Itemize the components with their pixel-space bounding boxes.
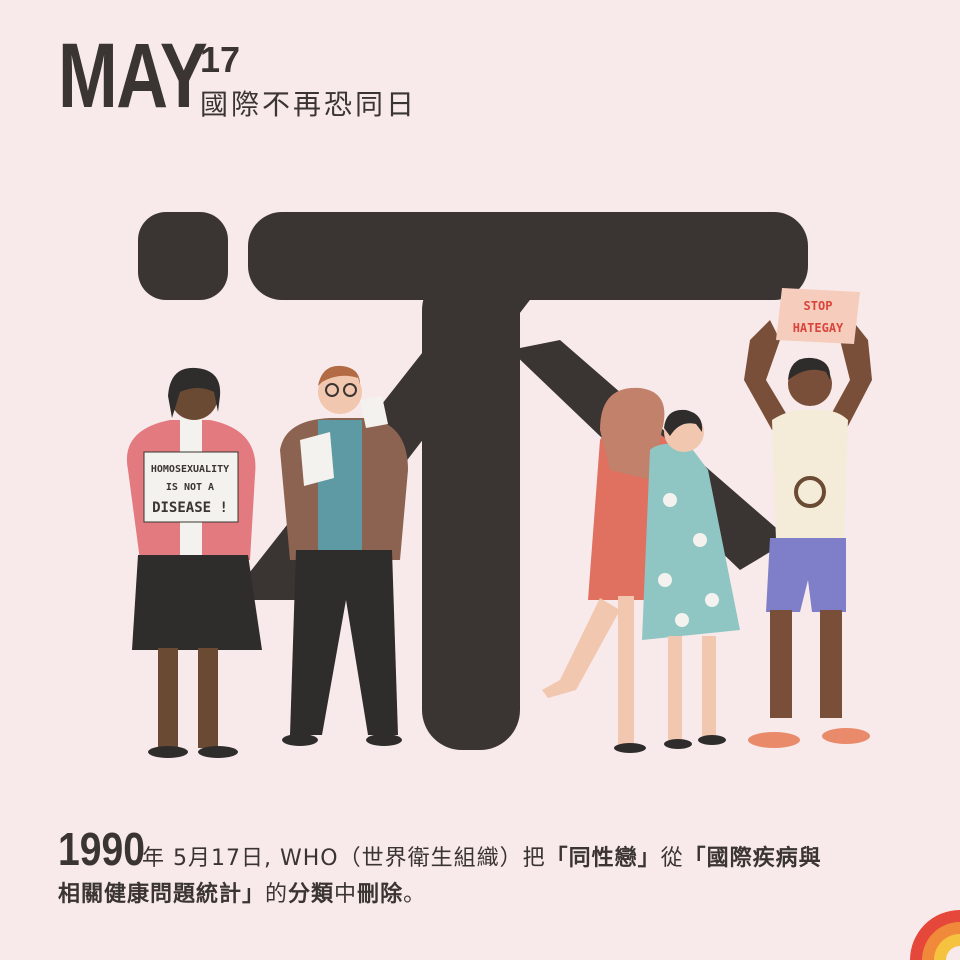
- month-label: MAY: [58, 25, 208, 127]
- caption-line-2-part-5: 。: [403, 882, 427, 907]
- caption-line-2-part-4: 刪除: [357, 882, 404, 907]
- caption-line-1-part-3: 「國際疾病與: [683, 846, 822, 871]
- caption-line-2-part-1: 的: [265, 882, 289, 907]
- caption-year: 1990: [58, 823, 145, 875]
- couple-hugging: [542, 387, 740, 753]
- event-title: 國際不再恐同日: [200, 88, 418, 121]
- caption-line-1-part-0: 年 5月17日, WHO（世界衛生組織）把: [142, 846, 546, 871]
- sign-left-line-1: HOMOSEXUALITY: [151, 464, 229, 475]
- caption-line-2-part-3: 中: [334, 882, 358, 907]
- sign-left-line-2: IS NOT A: [166, 482, 214, 493]
- caption-line-1-part-1: 「同性戀」: [545, 846, 661, 871]
- caption-line-2-part-2: 分類: [288, 882, 335, 907]
- caption-line-1-part-2: 從: [660, 846, 684, 871]
- rainbow-corner-icon: [910, 910, 960, 960]
- day-number: 17: [200, 39, 241, 80]
- sign-right-line-2: HATEGAY: [793, 321, 844, 335]
- caption-line-1: 1990 年 5月17日, WHO（世界衛生組織）把「同性戀」從「國際疾病與: [58, 824, 938, 874]
- sign-left-line-3: DISEASE !: [152, 500, 228, 516]
- person-woman-with-sign: [126, 367, 262, 758]
- caption-line-2: 相關健康問題統計」的分類中刪除。: [58, 880, 938, 910]
- caption-line-1-text: 年 5月17日, WHO（世界衛生組織）把「同性戀」從「國際疾病與: [142, 844, 822, 874]
- sign-right-line-1: STOP: [804, 299, 833, 313]
- person-man-with-sign: [744, 288, 872, 748]
- person-man-in-jacket: [280, 365, 408, 746]
- caption-line-2-part-0: 相關健康問題統計」: [58, 882, 266, 907]
- caption: 1990 年 5月17日, WHO（世界衛生組織）把「同性戀」從「國際疾病與 相…: [58, 824, 938, 910]
